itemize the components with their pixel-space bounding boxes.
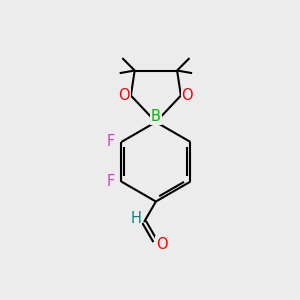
Text: O: O <box>118 88 130 103</box>
Text: B: B <box>151 109 161 124</box>
Text: O: O <box>182 88 193 103</box>
Text: F: F <box>106 134 114 149</box>
Text: F: F <box>106 174 114 189</box>
Text: O: O <box>156 237 167 252</box>
Text: H: H <box>130 212 141 226</box>
